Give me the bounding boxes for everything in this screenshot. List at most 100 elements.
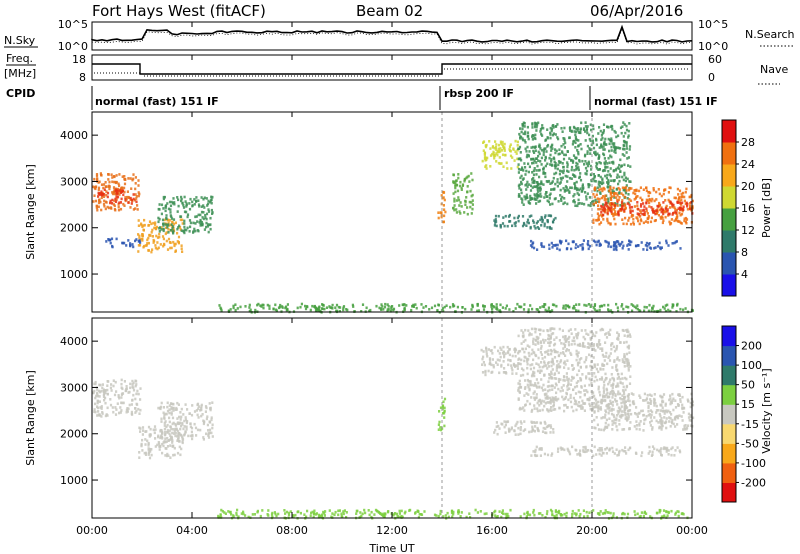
cell <box>575 168 578 171</box>
cell <box>642 221 645 225</box>
cell <box>310 511 313 515</box>
cell <box>454 184 457 188</box>
cell <box>185 228 188 232</box>
cell <box>566 359 569 362</box>
cell <box>525 169 528 173</box>
cell <box>632 191 635 195</box>
cell <box>237 515 240 518</box>
cell <box>540 447 543 450</box>
ytick-label-0: 1000 <box>60 474 88 487</box>
cell <box>498 359 501 362</box>
cell <box>331 303 334 307</box>
cell <box>174 249 177 252</box>
cell <box>101 194 104 197</box>
cell <box>126 410 129 413</box>
cell <box>610 155 613 159</box>
cell <box>626 177 629 181</box>
cell <box>599 393 602 397</box>
cell <box>156 443 159 447</box>
cell <box>181 435 184 438</box>
cell <box>549 401 552 405</box>
cell <box>418 513 421 516</box>
cell <box>648 450 651 453</box>
cell <box>236 508 239 512</box>
cell <box>563 366 566 369</box>
cell <box>209 199 213 202</box>
cell <box>601 177 604 181</box>
cell <box>534 343 537 346</box>
colorbar-swatch-7 <box>722 120 736 143</box>
cell <box>337 305 340 309</box>
cell <box>512 362 515 366</box>
cell <box>625 417 628 421</box>
cell <box>636 512 639 516</box>
cell <box>612 243 616 247</box>
cell <box>525 188 528 191</box>
cell <box>496 363 499 366</box>
cell <box>573 385 577 389</box>
cell <box>678 394 681 397</box>
cell <box>562 202 565 206</box>
cell <box>599 221 603 224</box>
cell <box>683 199 686 203</box>
cell <box>164 437 167 440</box>
cell <box>106 205 109 209</box>
cell <box>557 152 560 156</box>
cell <box>166 423 169 427</box>
cell <box>360 310 363 313</box>
cell <box>628 240 631 243</box>
cell <box>587 372 590 375</box>
cell <box>597 214 600 218</box>
cell <box>630 187 633 190</box>
cell <box>536 409 539 413</box>
cell <box>647 215 650 218</box>
cell <box>507 350 510 353</box>
cell <box>600 196 603 200</box>
cell <box>549 163 552 166</box>
cell <box>382 308 385 311</box>
cell <box>538 143 541 147</box>
cell <box>541 408 544 412</box>
cell <box>165 226 168 230</box>
cell <box>548 338 551 341</box>
cell <box>564 335 567 339</box>
cell <box>577 193 581 197</box>
cell <box>457 510 460 514</box>
cell <box>567 349 570 352</box>
cell <box>677 514 680 518</box>
cell <box>607 423 610 427</box>
cell <box>537 121 540 125</box>
cell <box>669 411 672 414</box>
cell <box>177 436 180 440</box>
cell <box>567 377 570 381</box>
cell <box>574 246 577 250</box>
cell <box>610 208 613 212</box>
cell <box>181 222 184 225</box>
cell <box>626 244 629 247</box>
cell <box>124 389 127 392</box>
cell <box>604 425 607 429</box>
cell <box>641 409 644 413</box>
cell <box>617 384 620 388</box>
cell <box>647 410 650 413</box>
cell <box>613 145 616 149</box>
colorbar-swatch-5 <box>722 384 736 405</box>
xtick-label-6: 00:00 <box>676 524 708 537</box>
cell <box>574 184 577 188</box>
cell <box>95 204 98 208</box>
cell <box>573 201 576 204</box>
cell <box>676 304 679 307</box>
cell <box>160 417 163 421</box>
cell <box>675 209 678 212</box>
cell <box>103 188 106 191</box>
cell <box>559 241 562 245</box>
cell <box>599 192 602 195</box>
cell <box>199 219 202 223</box>
cell <box>647 404 650 408</box>
cell <box>629 335 632 338</box>
cell <box>149 434 152 437</box>
cell <box>103 204 106 208</box>
cell <box>611 396 614 399</box>
cell <box>643 511 646 515</box>
cell <box>567 337 570 340</box>
